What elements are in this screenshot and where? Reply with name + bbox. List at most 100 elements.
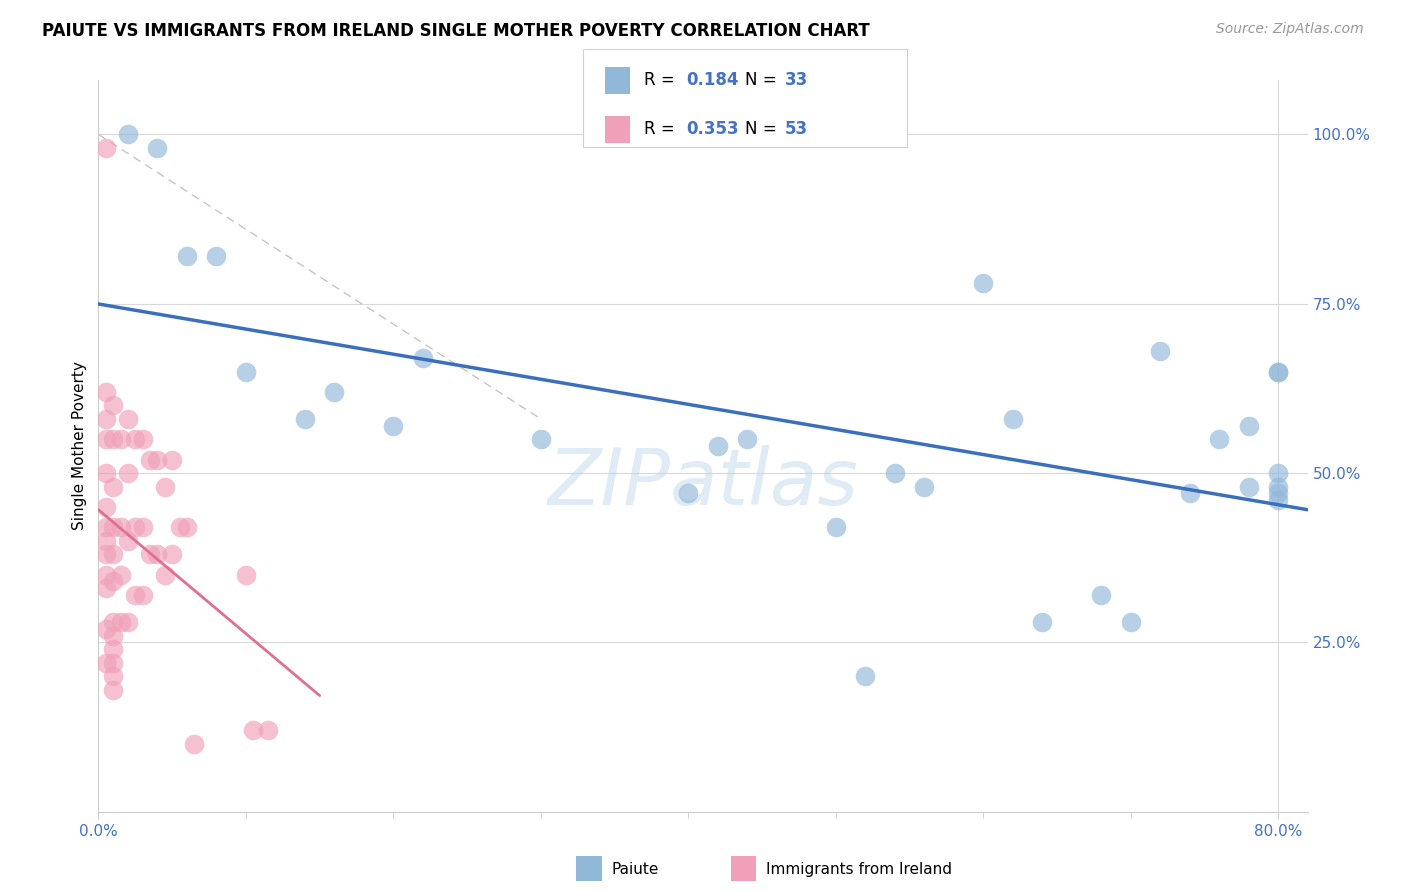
Point: [101, 615, 124, 629]
Point: [1178, 486, 1201, 500]
Text: R =: R =: [644, 120, 681, 138]
Text: 0.353: 0.353: [686, 120, 738, 138]
Point: [94, 547, 117, 561]
Point: [139, 547, 162, 561]
Point: [1237, 480, 1260, 494]
Point: [153, 480, 176, 494]
Point: [294, 412, 316, 426]
Text: 53: 53: [785, 120, 807, 138]
Point: [323, 384, 346, 399]
Point: [146, 547, 169, 561]
Point: [94, 622, 117, 636]
Point: [1267, 364, 1289, 378]
Point: [1208, 432, 1230, 446]
Point: [101, 642, 124, 657]
Point: [706, 439, 728, 453]
Point: [1031, 615, 1053, 629]
Point: [110, 432, 132, 446]
Point: [124, 588, 146, 602]
Point: [176, 249, 198, 263]
Point: [824, 520, 846, 534]
Point: [94, 567, 117, 582]
Point: [101, 547, 124, 561]
Point: [94, 533, 117, 548]
Point: [124, 432, 146, 446]
Point: [117, 615, 139, 629]
Point: [972, 277, 994, 291]
Point: [412, 351, 434, 365]
Point: [101, 629, 124, 643]
Text: 0.184: 0.184: [686, 71, 738, 89]
Point: [160, 452, 183, 467]
Point: [1267, 493, 1289, 508]
Point: [101, 574, 124, 589]
Point: [912, 480, 935, 494]
Point: [94, 656, 117, 670]
Point: [883, 466, 905, 480]
Point: [1237, 418, 1260, 433]
Point: [1119, 615, 1142, 629]
Point: [131, 520, 153, 534]
Point: [101, 398, 124, 412]
Point: [131, 432, 153, 446]
Text: N =: N =: [745, 71, 782, 89]
Point: [678, 486, 700, 500]
Point: [94, 520, 117, 534]
Point: [101, 669, 124, 683]
Point: [153, 567, 176, 582]
Point: [1001, 412, 1024, 426]
Point: [139, 452, 162, 467]
Point: [205, 249, 228, 263]
Point: [94, 384, 117, 399]
Point: [94, 141, 117, 155]
Point: [1267, 480, 1289, 494]
Point: [1090, 588, 1112, 602]
Point: [124, 520, 146, 534]
Point: [94, 500, 117, 514]
Point: [183, 737, 205, 751]
Point: [146, 452, 169, 467]
Point: [117, 533, 139, 548]
Y-axis label: Single Mother Poverty: Single Mother Poverty: [72, 361, 87, 531]
Text: Immigrants from Ireland: Immigrants from Ireland: [766, 863, 952, 877]
Point: [94, 412, 117, 426]
Point: [853, 669, 876, 683]
Point: [160, 547, 183, 561]
Point: [242, 723, 264, 738]
Text: ZIPatlas: ZIPatlas: [547, 444, 859, 521]
Point: [94, 466, 117, 480]
Point: [101, 480, 124, 494]
Point: [1149, 344, 1171, 359]
Text: N =: N =: [745, 120, 782, 138]
Point: [530, 432, 553, 446]
Point: [110, 567, 132, 582]
Point: [176, 520, 198, 534]
Point: [1267, 364, 1289, 378]
Point: [110, 615, 132, 629]
Text: Paiute: Paiute: [612, 863, 659, 877]
Point: [131, 588, 153, 602]
Text: 33: 33: [785, 71, 808, 89]
Point: [117, 412, 139, 426]
Point: [117, 466, 139, 480]
Text: R =: R =: [644, 71, 681, 89]
Point: [1267, 466, 1289, 480]
Point: [257, 723, 280, 738]
Text: PAIUTE VS IMMIGRANTS FROM IRELAND SINGLE MOTHER POVERTY CORRELATION CHART: PAIUTE VS IMMIGRANTS FROM IRELAND SINGLE…: [42, 22, 870, 40]
Point: [94, 581, 117, 595]
Point: [110, 520, 132, 534]
Point: [101, 682, 124, 697]
Point: [235, 567, 257, 582]
Point: [146, 141, 169, 155]
Point: [101, 432, 124, 446]
Point: [169, 520, 191, 534]
Point: [235, 364, 257, 378]
Point: [117, 128, 139, 142]
Text: Source: ZipAtlas.com: Source: ZipAtlas.com: [1216, 22, 1364, 37]
Point: [101, 520, 124, 534]
Point: [1267, 486, 1289, 500]
Point: [94, 432, 117, 446]
Point: [382, 418, 405, 433]
Point: [101, 656, 124, 670]
Point: [735, 432, 758, 446]
